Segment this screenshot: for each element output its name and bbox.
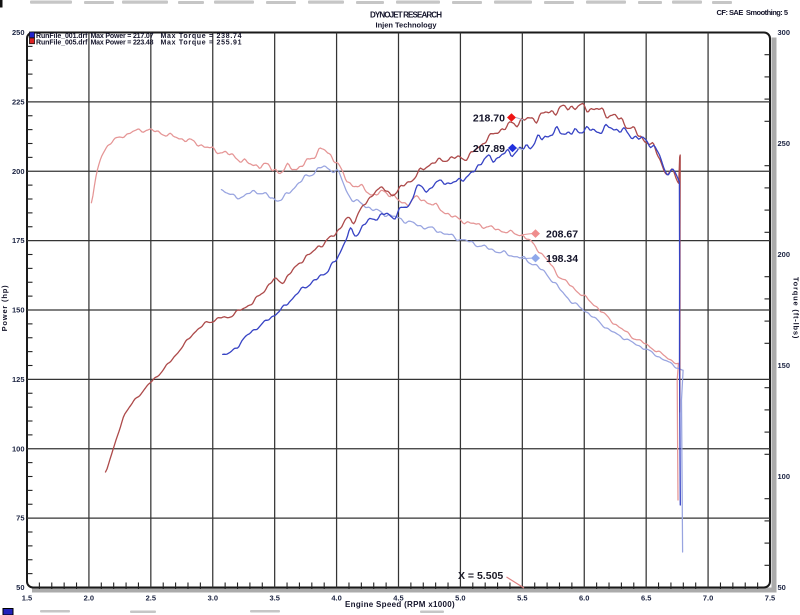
svg-text:200: 200 [12,167,25,176]
svg-text:198.34: 198.34 [546,253,578,265]
svg-text:7.5: 7.5 [765,594,775,603]
svg-text:1.5: 1.5 [22,594,32,603]
svg-text:5.5: 5.5 [517,594,527,603]
svg-text:7.0: 7.0 [703,594,713,603]
svg-text:225: 225 [12,98,25,107]
svg-text:Max Torque = 238.74: Max Torque = 238.74 [161,33,242,40]
svg-text:3.0: 3.0 [208,594,218,603]
svg-text:6.5: 6.5 [641,594,651,603]
svg-text:218.70: 218.70 [473,112,505,124]
svg-text:CF: SAE Smoothing: 5: CF: SAE Smoothing: 5 [717,8,789,17]
svg-text:Engine Speed (RPM x1000): Engine Speed (RPM x1000) [345,600,455,609]
svg-text:4.0: 4.0 [331,594,341,603]
svg-text:125: 125 [12,375,25,384]
svg-text:Injen Technology: Injen Technology [376,20,438,29]
svg-text:200: 200 [778,250,791,259]
svg-text:100: 100 [778,472,791,481]
svg-text:5.0: 5.0 [455,594,465,603]
svg-text:X = 5.505: X = 5.505 [458,570,503,582]
svg-text:50: 50 [16,583,24,592]
svg-text:150: 150 [12,306,25,315]
svg-text:300: 300 [778,28,791,37]
svg-text:Power (hp): Power (hp) [0,285,9,332]
svg-text:3.5: 3.5 [269,594,279,603]
svg-text:175: 175 [12,236,25,245]
svg-text:Torque (ft-lbs): Torque (ft-lbs) [792,277,800,339]
svg-text:250: 250 [12,28,25,37]
svg-text:207.89: 207.89 [473,143,505,155]
svg-text:4.5: 4.5 [393,594,403,603]
svg-text:150: 150 [778,361,791,370]
svg-text:RunFile_001.drf: RunFile_001.drf [36,33,88,40]
svg-text:Max Power = 217.07: Max Power = 217.07 [91,33,154,40]
svg-text:100: 100 [12,444,25,453]
svg-text:RunFile_005.drf: RunFile_005.drf [36,40,88,47]
svg-text:DYNOJET RESEARCH: DYNOJET RESEARCH [370,10,442,19]
svg-text:75: 75 [16,514,24,523]
svg-text:Max Power = 223.48: Max Power = 223.48 [91,40,154,47]
svg-text:6.0: 6.0 [579,594,589,603]
svg-text:50: 50 [778,583,786,592]
svg-text:2.5: 2.5 [146,594,156,603]
svg-text:250: 250 [778,139,791,148]
svg-text:208.67: 208.67 [546,228,578,240]
svg-text:2.0: 2.0 [84,594,94,603]
svg-text:Max Torque = 255.91: Max Torque = 255.91 [161,40,242,47]
